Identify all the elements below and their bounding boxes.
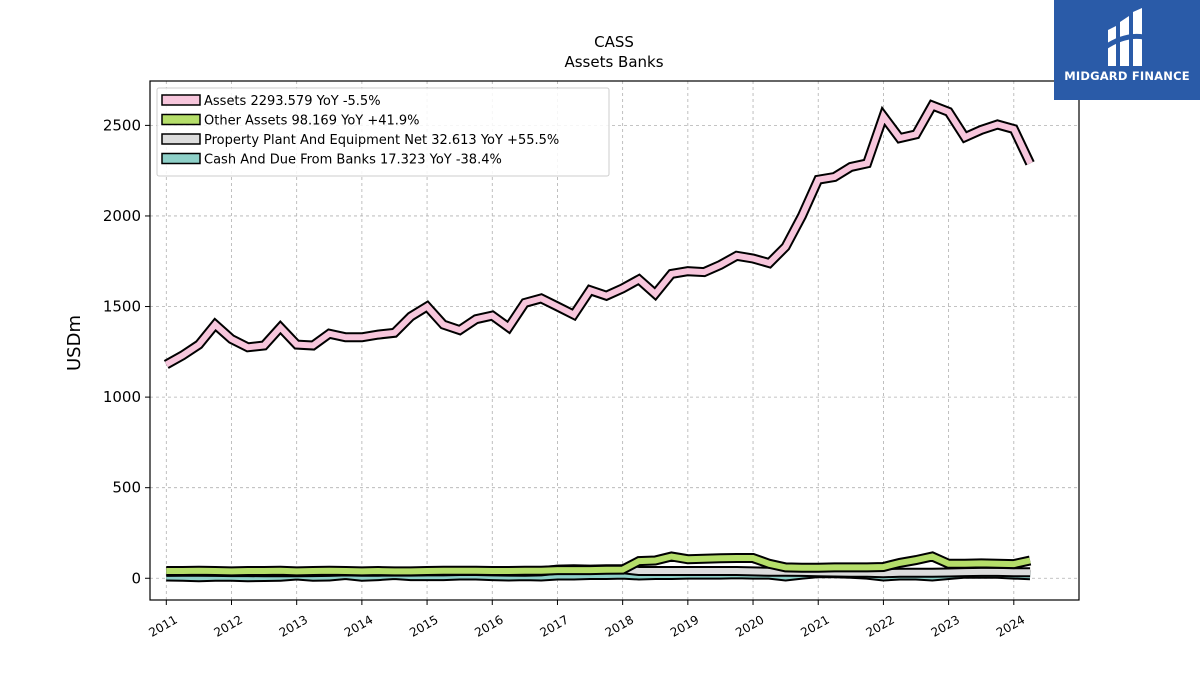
chart-title: CASS	[594, 33, 634, 51]
x-tick-label: 2018	[603, 612, 636, 639]
x-tick-label: 2023	[929, 612, 962, 639]
legend-entry: Other Assets 98.169 YoY +41.9%	[204, 114, 420, 129]
x-tick-label: 2011	[146, 612, 179, 639]
y-tick-label: 1500	[103, 298, 141, 316]
y-tick-label: 500	[112, 479, 141, 497]
brand-name: MIDGARD FINANCE	[1064, 69, 1190, 83]
legend: Assets 2293.579 YoY -5.5% Other Assets 98…	[156, 87, 610, 177]
legend-entry: Cash And Due From Banks 17.323 YoY -38.4…	[204, 153, 502, 168]
x-tick-label: 2021	[798, 612, 831, 639]
x-axis: 2011 2012 2013 2014 2015 2016 2017 2018 2019 2020…	[146, 600, 1027, 640]
plot-frame	[149, 80, 1080, 601]
y-tick-label: 0	[131, 569, 141, 587]
x-tick-label: 2017	[538, 612, 571, 639]
series-other-assets	[166, 551, 1032, 577]
x-tick-label: 2022	[863, 612, 896, 639]
brand-logo: MIDGARD FINANCE	[1054, 0, 1200, 100]
series-layer	[163, 99, 1035, 583]
chart-subtitle: Assets Banks	[564, 53, 663, 71]
series-assets	[163, 99, 1035, 369]
x-tick-label: 2020	[733, 612, 766, 639]
series-line	[166, 553, 1031, 575]
y-axis: 0 500 1000 1500 2000 2500	[103, 116, 150, 587]
y-tick-label: 1000	[103, 388, 141, 406]
y-axis-label: USDm	[64, 315, 85, 371]
x-tick-label: 2016	[472, 612, 505, 639]
x-tick-label: 2014	[342, 612, 375, 639]
x-tick-label: 2013	[277, 612, 310, 639]
legend-entry: Property Plant And Equipment Net 32.613 …	[204, 133, 559, 148]
y-tick-label: 2000	[103, 207, 141, 225]
x-tick-label: 2019	[668, 612, 701, 639]
x-tick-label: 2012	[212, 612, 245, 639]
series-line	[164, 101, 1033, 368]
x-tick-label: 2024	[994, 612, 1027, 639]
legend-swatch	[161, 152, 201, 165]
y-tick-label: 2500	[103, 116, 141, 134]
legend-swatch	[161, 133, 201, 145]
legend-swatch	[161, 94, 201, 106]
legend-box	[156, 87, 610, 177]
x-tick-label: 2015	[407, 612, 440, 639]
legend-swatch	[161, 113, 201, 126]
midgard-logo-icon	[1102, 8, 1149, 66]
legend-entry: Assets 2293.579 YoY -5.5%	[204, 94, 381, 109]
